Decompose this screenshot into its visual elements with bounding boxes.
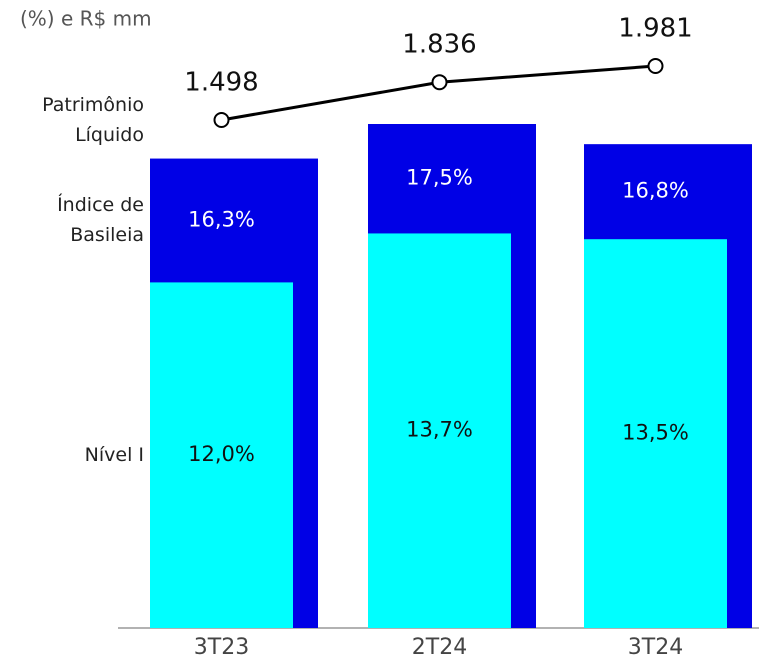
x-tick-label: 3T23 — [194, 635, 249, 660]
legend-label: Nível I — [84, 444, 144, 467]
bar-value-label: 13,7% — [406, 418, 473, 442]
x-tick-label: 2T24 — [412, 635, 467, 660]
x-tick-label: 3T24 — [628, 635, 683, 660]
legend-label: Índice de Basileia — [57, 194, 144, 247]
line-value-label: 1.981 — [618, 14, 692, 44]
bar-value-label: 12,0% — [188, 442, 255, 466]
line — [221, 64, 656, 122]
bar-value-label: 16,3% — [188, 207, 255, 231]
chart-title: (%) e R$ mm — [20, 7, 152, 31]
bar — [368, 233, 511, 628]
bar-value-label: 13,5% — [622, 421, 689, 445]
bar-value-label: 16,8% — [622, 179, 689, 203]
legend-label: Patrimônio Líquido — [42, 94, 144, 146]
line-point — [647, 58, 664, 74]
line-value-label: 1.498 — [184, 68, 258, 98]
bar — [150, 282, 293, 628]
line-value-label: 1.836 — [402, 30, 476, 60]
line-point — [213, 112, 230, 128]
bar — [584, 239, 727, 628]
bar-value-label: 17,5% — [406, 166, 473, 190]
line-point — [431, 74, 448, 91]
